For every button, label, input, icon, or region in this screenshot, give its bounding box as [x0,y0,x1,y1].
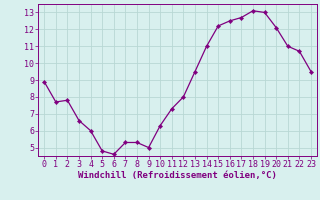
X-axis label: Windchill (Refroidissement éolien,°C): Windchill (Refroidissement éolien,°C) [78,171,277,180]
